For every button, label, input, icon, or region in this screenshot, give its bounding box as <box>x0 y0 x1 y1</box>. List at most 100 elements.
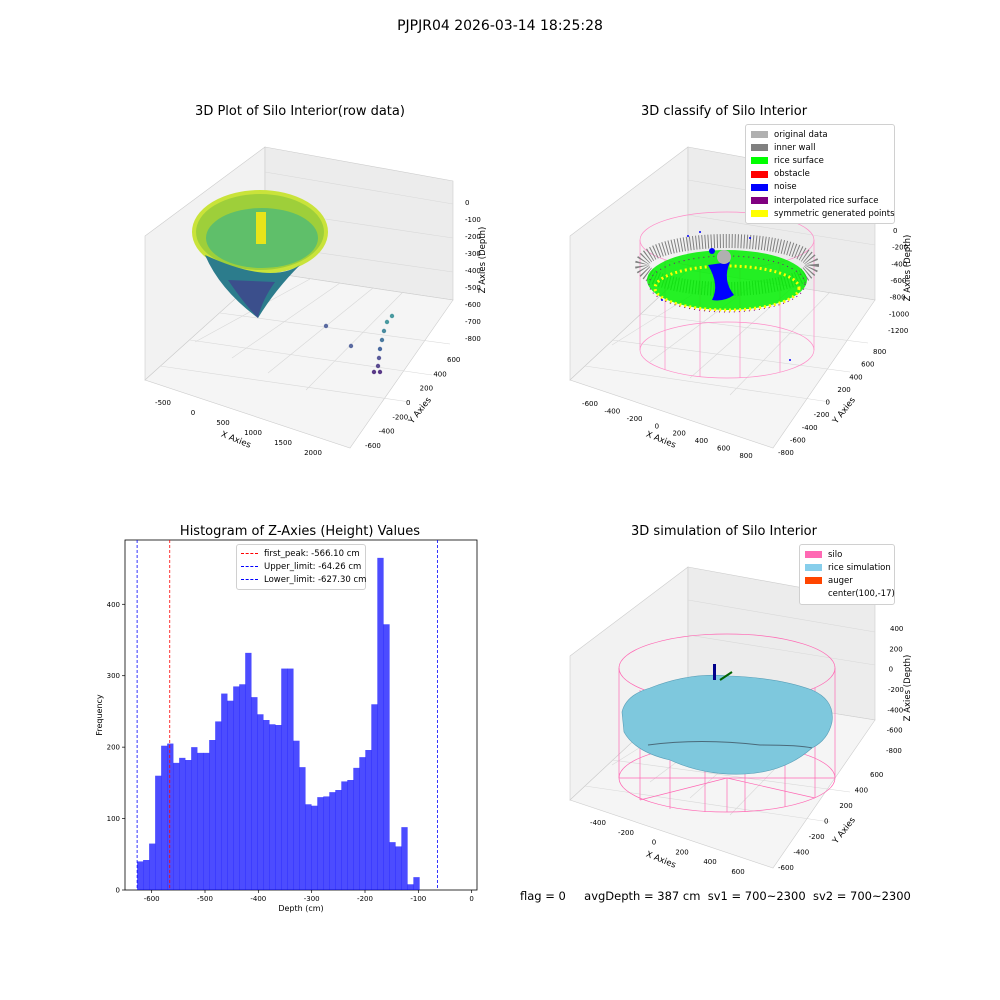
legend-entry: symmetric generated points <box>751 207 895 220</box>
histogram-bar <box>329 792 336 890</box>
classify-z-tick: -600 <box>891 277 907 285</box>
figure-title: PJPJR04 2026-03-14 18:25:28 <box>397 18 603 34</box>
histogram-bar <box>167 743 174 890</box>
legend-swatch <box>751 131 768 139</box>
histogram-bar <box>383 624 390 890</box>
histogram-bar <box>161 745 168 890</box>
histogram-bar <box>413 877 420 890</box>
legend-swatch <box>751 183 768 191</box>
legend-entry: obstacle <box>751 168 889 181</box>
raw-y-tick: -600 <box>365 442 381 450</box>
legend-swatch <box>751 157 768 165</box>
histogram-y-tick-label: 100 <box>107 815 120 823</box>
legend-entry: interpolated rice surface <box>751 194 889 207</box>
simulation-z-axis-label: Z Axies (Depth) <box>903 655 913 722</box>
classify-z-tick: -1000 <box>889 310 909 318</box>
simulation-legend: silo rice simulation auger center(100,-1… <box>799 544 895 605</box>
classify-plot-title: 3D classify of Silo Interior <box>640 104 808 119</box>
classify-y-tick: -200 <box>814 411 830 419</box>
legend-swatch <box>751 170 768 178</box>
simulation-z-tick: 200 <box>889 645 902 653</box>
classify-x-tick: 400 <box>695 437 708 445</box>
histogram-x-ticks: -600 -500 -400 -300 -200 -100 0 <box>144 890 474 903</box>
raw-x-tick: 0 <box>191 409 195 417</box>
histogram-bar <box>173 762 180 890</box>
simulation-y-tick: -600 <box>778 864 794 872</box>
legend-entry: silo <box>805 548 889 561</box>
classify-y-tick: -800 <box>778 449 794 457</box>
raw-z-tick: -700 <box>465 318 481 326</box>
legend-entry: Upper_limit: -64.26 cm <box>241 560 361 573</box>
legend-entry: center(100,-17) <box>805 588 895 601</box>
simulation-z-tick: 0 <box>889 666 893 674</box>
legend-swatch <box>751 210 768 218</box>
status-avg-depth: avgDepth = 387 cm <box>584 889 701 903</box>
histogram-bar <box>269 724 276 890</box>
status-sv1: sv1 = 700~2300 <box>707 889 806 903</box>
histogram-y-tick-label: 200 <box>107 744 120 752</box>
status-flag: flag = 0 <box>520 889 566 903</box>
histogram-bar <box>305 804 312 890</box>
simulation-y-tick: 600 <box>870 771 883 779</box>
histogram-bar <box>179 757 186 890</box>
raw-z-axis-label: Z Axies (Depth) <box>478 227 488 294</box>
simulation-y-tick: -200 <box>809 833 825 841</box>
raw-x-tick: 1000 <box>244 429 262 437</box>
histogram-y-ticks: 0 100 200 300 400 <box>107 601 125 895</box>
histogram-bars <box>137 557 420 890</box>
histogram-bar <box>341 781 348 890</box>
classify-x-tick: -200 <box>627 415 643 423</box>
histogram-bar <box>239 684 246 890</box>
classify-y-tick: 600 <box>861 361 874 369</box>
histogram-bar <box>317 797 324 890</box>
classify-z-tick: -800 <box>890 294 906 302</box>
histogram-bar <box>323 796 330 890</box>
simulation-z-tick: -200 <box>888 686 904 694</box>
status-line: flag = 0 avgDepth = 387 cm sv1 = 700~230… <box>520 889 911 903</box>
classify-z-axis-label: Z Axies (Depth) <box>903 235 913 302</box>
histogram-bar <box>257 714 264 890</box>
histogram-x-tick-label: -500 <box>197 895 213 903</box>
raw-z-tick: -500 <box>465 284 481 292</box>
raw-z-tick: -300 <box>465 250 481 258</box>
histogram-bar <box>227 700 234 890</box>
classify-x-tick-labels: -600 -400 -200 0 200 400 600 800 <box>582 400 753 460</box>
raw-x-tick: 500 <box>216 419 229 427</box>
simulation-x-tick: -200 <box>618 829 634 837</box>
simulation-auger <box>713 664 733 681</box>
histogram-y-tick-label: 300 <box>107 672 120 680</box>
status-sv2: sv2 = 700~2300 <box>812 889 911 903</box>
classify-x-tick: 600 <box>717 445 730 453</box>
legend-line <box>241 566 258 568</box>
classify-x-tick: 200 <box>672 430 685 438</box>
histogram-x-tick-label: -600 <box>144 895 160 903</box>
histogram-bar <box>287 668 294 890</box>
histogram-x-tick-label: 0 <box>469 895 473 903</box>
legend-entry: rice simulation <box>805 561 891 574</box>
legend-swatch <box>751 197 768 205</box>
classify-legend: original data inner wall rice surface ob… <box>745 124 895 225</box>
legend-entry: original data <box>751 128 889 141</box>
classify-y-tick: 200 <box>837 386 850 394</box>
legend-swatch <box>805 551 822 559</box>
classify-x-tick: 0 <box>655 422 659 430</box>
histogram-bar <box>365 750 372 890</box>
raw-surface-blob <box>192 190 328 318</box>
raw-x-tick: 1500 <box>274 439 292 447</box>
legend-entry: auger <box>805 574 889 587</box>
histogram-bar <box>215 721 222 890</box>
raw-z-tick: -100 <box>465 216 481 224</box>
simulation-z-tick: -600 <box>887 727 903 735</box>
legend-entry: inner wall <box>751 141 889 154</box>
histogram-title: Histogram of Z-Axies (Height) Values <box>179 524 421 539</box>
simulation-x-axis-label: X Axies <box>644 850 677 871</box>
classify-y-tick: 0 <box>826 399 830 407</box>
raw-z-tick: -400 <box>465 267 481 275</box>
histogram-bar <box>311 805 318 890</box>
simulation-y-tick: 200 <box>839 802 852 810</box>
raw-z-tick: -600 <box>465 301 481 309</box>
histogram-bar <box>299 767 306 890</box>
histogram-bar <box>335 790 342 890</box>
